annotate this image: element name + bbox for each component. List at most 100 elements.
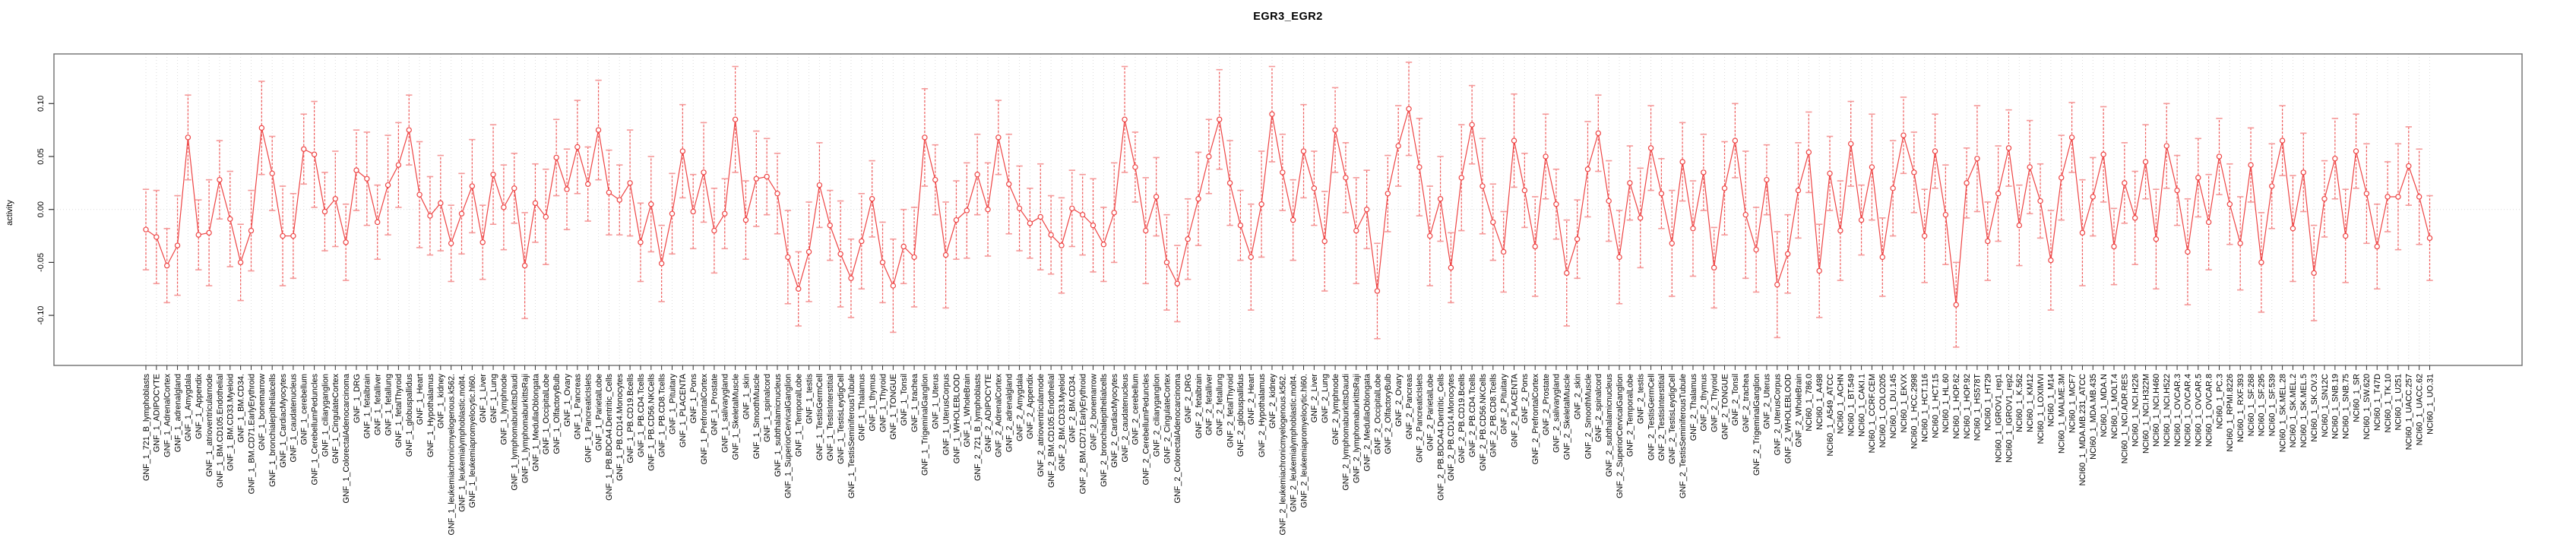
data-point <box>1059 242 1065 248</box>
data-point <box>742 217 749 223</box>
y-tick-label: 0.10 <box>36 96 46 112</box>
data-point <box>2290 226 2296 232</box>
x-tick-label: NCI60_1_OVCAR.8 <box>2204 374 2214 447</box>
x-tick-label: GNF_1_spinalcord <box>763 374 772 442</box>
data-point <box>2048 257 2054 264</box>
x-tick-label: NCI60_1_CCRF.CEM <box>1868 374 1877 453</box>
data-point <box>1595 130 1602 137</box>
x-tick-label: GNF_2_trachea <box>1742 374 1751 432</box>
data-point <box>2269 183 2275 189</box>
x-tick-label: NCI60_1_HCT.116 <box>1920 374 1929 442</box>
y-tick-label: 0.00 <box>36 201 46 217</box>
data-point <box>595 127 602 133</box>
data-point <box>1174 280 1181 286</box>
x-tick-label: GNF_2_kidney <box>1268 373 1277 428</box>
data-point <box>521 262 528 269</box>
data-point <box>1111 210 1117 216</box>
data-point <box>922 134 928 141</box>
x-tick-label: GNF_1_TestisGermCell <box>815 374 824 460</box>
x-tick-label: GNF_1_PB.BDCA4.Dentritic_Cells <box>605 373 614 500</box>
x-tick-label: NCI60_1_SK.MEL.5 <box>2299 374 2309 447</box>
x-tick-label: NCI60_1_HOP.62 <box>1952 374 1961 439</box>
data-point <box>427 213 433 219</box>
data-point <box>2059 175 2065 181</box>
data-point <box>848 275 854 282</box>
data-point <box>995 134 1002 141</box>
x-tick-label: GNF_2_TrigeminalGanglion <box>1752 374 1761 476</box>
data-point <box>458 210 465 217</box>
x-tick-label: GNF_2_BM.CD71.EarlyErythroid <box>1078 374 1087 494</box>
data-point <box>2005 145 2012 151</box>
data-point <box>2321 196 2328 202</box>
x-tick-label: GNF_1_globuspallidus <box>405 373 414 457</box>
data-point <box>1638 215 1644 221</box>
data-point <box>732 116 739 122</box>
data-point <box>1764 176 1770 183</box>
data-point <box>942 251 949 258</box>
x-tick-label: GNF_1_721_B_lymphoblasts <box>142 373 151 481</box>
x-tick-label: GNF_2_DRG <box>1184 374 1193 423</box>
data-point <box>553 154 559 161</box>
x-tick-label: NCI60_1_BT.549 <box>1847 374 1856 436</box>
data-point <box>564 186 570 192</box>
x-tick-label: GNF_1_WholeBrain <box>963 374 972 447</box>
x-tick-label: GNF_2_Tonsil <box>1731 374 1740 425</box>
x-tick-label: GNF_2_thymus <box>1700 373 1709 431</box>
data-point <box>1679 159 1685 165</box>
x-tick-label: GNF_1_fetallung <box>384 374 393 436</box>
data-point <box>248 227 255 234</box>
x-tick-label: GNF_2_Liver <box>1310 374 1319 423</box>
x-tick-label: GNF_1_skin <box>742 374 751 419</box>
data-point <box>469 183 476 189</box>
x-tick-label: GNF_2_Uterus <box>1763 373 1772 428</box>
x-tick-label: NCI60_1_HL.60 <box>1941 374 1951 432</box>
x-tick-label: GNF_1_cerebellum <box>300 374 309 445</box>
data-point <box>1553 201 1559 207</box>
x-tick-label: GNF_2_ciliaryganglion <box>1152 374 1161 457</box>
x-tick-label: GNF_1_SmoothMuscle <box>752 374 761 459</box>
data-point <box>1890 185 1896 191</box>
data-point <box>1353 227 1359 234</box>
x-tick-label: GNF_2_adrenalgland <box>1005 374 1014 452</box>
x-tick-label: NCI60_1_NCI.H522 <box>2163 374 2172 447</box>
data-point <box>796 286 802 292</box>
data-point <box>1163 259 1170 266</box>
x-tick-label: GNF_1_TONGUE <box>889 374 898 440</box>
data-point <box>1584 166 1591 172</box>
x-tick-label: GNF_1_leukemialymphoblastic.molt4. <box>457 374 467 512</box>
y-tick-label: -0.05 <box>36 253 46 272</box>
x-tick-label: GNF_1_Pancreas <box>574 373 583 439</box>
x-tick-label: GNF_2_ADIPOCYTE <box>984 374 993 452</box>
x-tick-label: GNF_1_ColorectalAdenocarcinoma <box>342 374 351 503</box>
data-point <box>164 262 170 269</box>
data-point <box>290 232 296 239</box>
data-point <box>1437 196 1444 202</box>
x-tick-label: GNF_2_SmoothMuscle <box>1584 374 1593 459</box>
x-tick-label: GNF_1_Hypothalamus <box>426 373 435 457</box>
data-point <box>985 207 991 213</box>
x-tick-label: GNF_1_BM.CD105.Endothelial <box>216 374 225 488</box>
data-point <box>206 229 212 236</box>
data-point <box>1406 106 1412 112</box>
data-point <box>606 189 612 196</box>
data-point <box>1658 191 1665 197</box>
data-point <box>375 219 381 226</box>
data-point <box>1385 191 1391 197</box>
x-tick-label: GNF_1_Liver <box>479 374 488 423</box>
data-point <box>805 248 812 255</box>
x-tick-label: NCI60_1_SNB.19 <box>2331 374 2340 439</box>
x-tick-label: GNF_2_fetallung <box>1216 374 1225 436</box>
data-point <box>816 182 823 188</box>
x-tick-label: GNF_2_fetalbrain <box>1195 374 1204 438</box>
data-point <box>1006 181 1012 187</box>
x-tick-label: GNF_1_MedullaOblongata <box>531 374 540 471</box>
x-tick-label: GNF_2_Thalamus <box>1689 373 1698 441</box>
x-tick-label: GNF_2_PLACENTA <box>1510 373 1519 447</box>
data-point <box>2416 194 2423 200</box>
data-point <box>2037 198 2043 204</box>
x-tick-label: GNF_1_kidney <box>437 373 446 428</box>
x-tick-label: NCI60_1_EKVX <box>1900 374 1909 432</box>
data-point <box>701 169 707 175</box>
data-point <box>1511 138 1517 144</box>
data-point <box>1521 187 1528 194</box>
